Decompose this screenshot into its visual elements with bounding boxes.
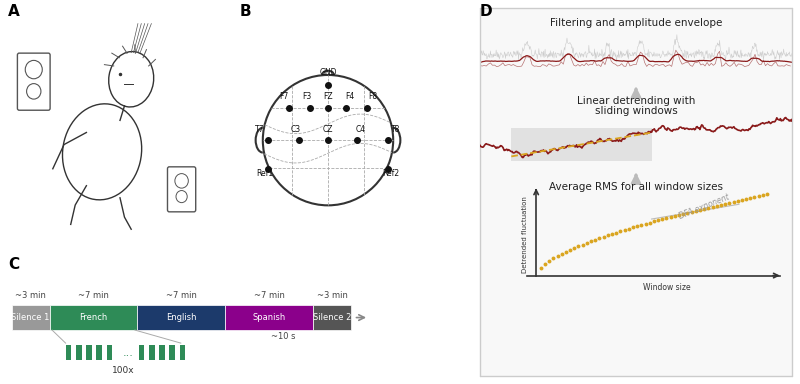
Text: D: D xyxy=(480,4,493,19)
Text: ~7 min: ~7 min xyxy=(254,291,285,300)
Bar xyxy=(226,305,314,330)
Text: 100x: 100x xyxy=(112,366,134,375)
Text: GND: GND xyxy=(319,68,337,77)
Text: FZ: FZ xyxy=(323,92,333,101)
Text: A: A xyxy=(8,4,20,19)
Text: B: B xyxy=(240,4,252,19)
Text: Window size: Window size xyxy=(643,283,691,292)
Text: ~7 min: ~7 min xyxy=(166,291,197,300)
Text: ~7 min: ~7 min xyxy=(78,291,109,300)
Text: Ref1: Ref1 xyxy=(256,169,274,178)
Text: Detrended fluctuation: Detrended fluctuation xyxy=(522,197,528,273)
Text: F8: F8 xyxy=(368,92,377,101)
Text: T8: T8 xyxy=(391,125,401,134)
Text: Filtering and amplitude envelope: Filtering and amplitude envelope xyxy=(550,18,722,28)
Text: C: C xyxy=(8,257,19,272)
Text: Ref2: Ref2 xyxy=(382,169,400,178)
Bar xyxy=(138,305,226,330)
Bar xyxy=(511,128,651,161)
Bar xyxy=(314,305,351,330)
Bar xyxy=(159,345,165,360)
Text: ~3 min: ~3 min xyxy=(317,291,348,300)
Bar xyxy=(149,345,154,360)
Text: CZ: CZ xyxy=(322,125,334,134)
Text: Linear detrending with: Linear detrending with xyxy=(577,96,695,106)
Bar xyxy=(106,345,112,360)
Text: Silence 1: Silence 1 xyxy=(11,313,50,322)
Bar xyxy=(138,345,144,360)
Bar xyxy=(66,345,71,360)
Text: DFA exponent: DFA exponent xyxy=(678,192,731,221)
Text: ...: ... xyxy=(123,348,134,358)
Bar xyxy=(179,345,186,360)
Text: Silence 2: Silence 2 xyxy=(313,313,351,322)
Bar xyxy=(76,345,82,360)
Text: sliding windows: sliding windows xyxy=(594,106,678,116)
Text: ~3 min: ~3 min xyxy=(15,291,46,300)
Text: Spanish: Spanish xyxy=(253,313,286,322)
Text: C3: C3 xyxy=(290,125,301,134)
Text: F7: F7 xyxy=(279,92,288,101)
Text: T7: T7 xyxy=(255,125,265,134)
Bar xyxy=(86,345,92,360)
Bar xyxy=(96,345,102,360)
Text: Average RMS for all window sizes: Average RMS for all window sizes xyxy=(549,182,723,192)
Text: French: French xyxy=(79,313,108,322)
Bar xyxy=(170,345,175,360)
Bar xyxy=(50,305,138,330)
Text: F3: F3 xyxy=(302,92,311,101)
Text: ~10 s: ~10 s xyxy=(271,332,295,341)
Bar xyxy=(12,305,50,330)
Text: C4: C4 xyxy=(355,125,366,134)
Text: F4: F4 xyxy=(345,92,354,101)
Text: English: English xyxy=(166,313,197,322)
